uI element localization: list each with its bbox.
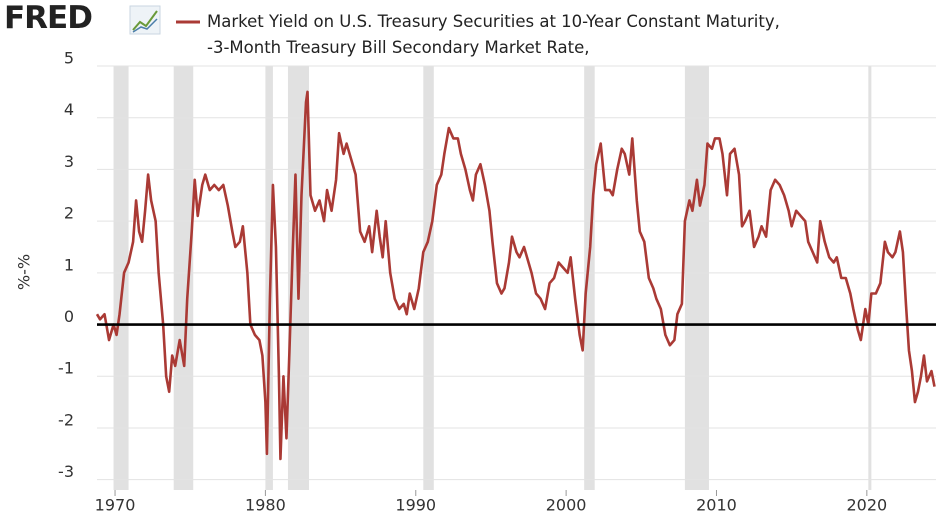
x-tick-label: 2000 — [546, 496, 587, 515]
y-axis-title: %-% — [15, 254, 34, 290]
legend-entry: Market Yield on U.S. Treasury Securities… — [207, 12, 780, 57]
x-tick-label: 1980 — [245, 496, 286, 515]
y-tick-label: 3 — [64, 152, 74, 171]
y-tick-label: 2 — [64, 204, 74, 223]
y-tick-label: -3 — [58, 462, 74, 481]
recession-band — [868, 66, 872, 490]
recession-band — [173, 66, 194, 490]
y-tick-label: 0 — [64, 307, 74, 326]
recession-band — [113, 66, 129, 490]
recession-band — [584, 66, 595, 490]
x-tick-label: 1990 — [395, 496, 436, 515]
x-tick-label: 2020 — [846, 496, 887, 515]
x-tick-label: 1970 — [95, 496, 136, 515]
recession-band — [423, 66, 434, 490]
y-tick-label: 1 — [64, 255, 74, 274]
brand-logo: FRED — [4, 0, 93, 36]
recession-band — [684, 66, 709, 490]
y-tick-label: -2 — [58, 410, 74, 429]
y-tick-label: -1 — [58, 359, 74, 378]
logo-icon — [129, 5, 161, 35]
x-tick-label: 2010 — [696, 496, 737, 515]
y-tick-label: 5 — [64, 49, 74, 68]
y-tick-label: 4 — [64, 100, 74, 119]
series-line — [95, 90, 936, 461]
